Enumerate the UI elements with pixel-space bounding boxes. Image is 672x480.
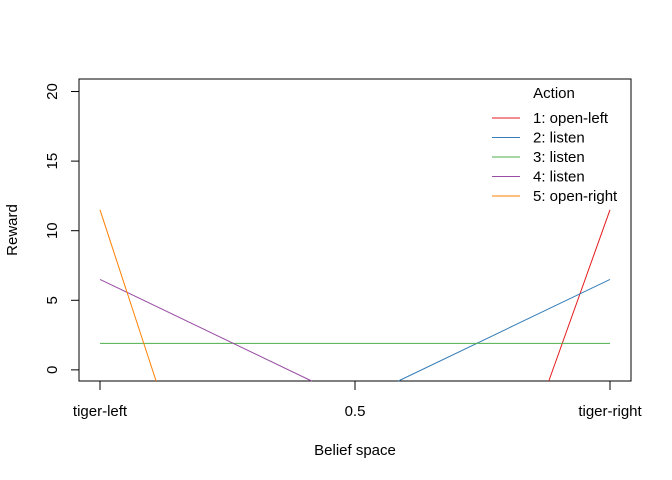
y-tick-label: 15 [44, 153, 61, 170]
series-layer [99, 209, 611, 382]
legend-label-5: 5: open-right [533, 188, 618, 205]
x-tick-label: tiger-right [578, 403, 642, 420]
x-tick-label: tiger-left [73, 403, 128, 420]
x-tick-label: 0.5 [345, 403, 366, 420]
series-line-1 [548, 209, 611, 382]
legend-label-4: 4: listen [533, 169, 585, 186]
legend-label-3: 3: listen [533, 149, 585, 166]
legend-title: Action [533, 85, 575, 102]
y-axis: 0 5 10 15 20 [44, 83, 80, 374]
series-line-4 [99, 278, 312, 382]
x-axis-label: Belief space [314, 442, 396, 459]
x-axis: tiger-left 0.5 tiger-right [73, 380, 643, 420]
y-tick-label: 0 [44, 366, 61, 374]
series-line-5 [99, 209, 157, 382]
y-tick-label: 20 [44, 83, 61, 100]
y-axis-label: Reward [4, 204, 21, 256]
legend-label-1: 1: open-left [533, 110, 609, 127]
legend-label-2: 2: listen [533, 130, 585, 147]
series-line-2 [398, 278, 611, 382]
y-tick-label: 10 [44, 222, 61, 239]
y-tick-label: 5 [44, 296, 61, 304]
legend: Action 1: open-left 2: listen 3: listen 4: … [492, 85, 618, 205]
